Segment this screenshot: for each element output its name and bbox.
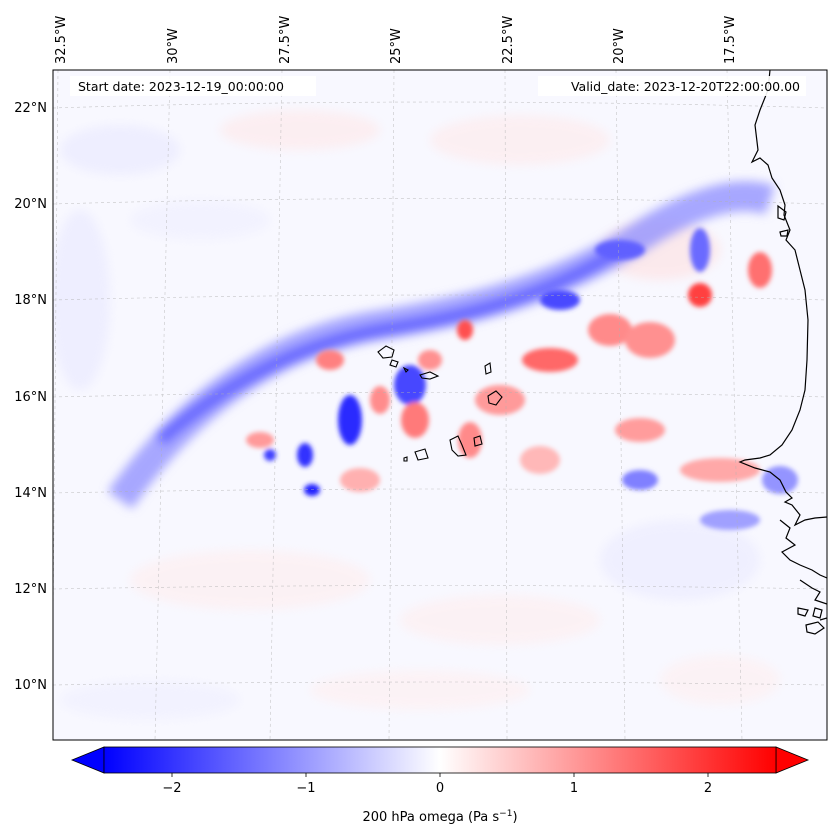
colorbar-label: 200 hPa omega (Pa s−1) bbox=[362, 809, 517, 825]
colorbar-extend-right bbox=[775, 746, 810, 774]
colorbar-tick-label: −1 bbox=[296, 781, 315, 796]
colorbar-extend-left bbox=[70, 746, 105, 774]
lon-label: 22.5°W bbox=[501, 16, 516, 64]
header-labels: Start date: 2023-12-19_00:00:00 Valid_da… bbox=[70, 76, 806, 96]
colorbar-gradient bbox=[103, 746, 777, 774]
lat-label: 14°N bbox=[14, 486, 47, 501]
lon-label: 32.5°W bbox=[54, 16, 69, 64]
omega-field bbox=[53, 70, 827, 740]
colorbar-tick-label: −2 bbox=[162, 781, 181, 796]
lon-label: 20°W bbox=[612, 28, 627, 64]
lon-label: 25°W bbox=[389, 28, 404, 64]
lat-label: 16°N bbox=[14, 390, 47, 405]
lat-label: 12°N bbox=[14, 582, 47, 597]
colorbar-label-exponent: −1 bbox=[499, 809, 512, 819]
lon-label: 17.5°W bbox=[723, 16, 738, 64]
latitude-labels: 22°N 20°N 18°N 16°N 14°N 12°N 10°N bbox=[14, 101, 47, 693]
lat-label: 10°N bbox=[14, 678, 47, 693]
colorbar-label-main: 200 hPa omega (Pa s bbox=[362, 810, 499, 825]
colorbar-label-close: ) bbox=[512, 810, 517, 825]
west-africa-coastline bbox=[738, 70, 827, 635]
colorbar: −2 −1 0 1 2 200 hPa omega (Pa s−1) bbox=[70, 746, 810, 825]
lat-label: 18°N bbox=[14, 293, 47, 308]
plot-frame bbox=[52, 69, 828, 741]
colorbar-tick-label: 0 bbox=[436, 781, 444, 796]
valid-date-label: Valid_date: 2023-12-20T22:00:00.00 bbox=[571, 79, 800, 94]
colorbar-tick-label: 1 bbox=[570, 781, 578, 796]
cabo-verde-islands bbox=[377, 345, 503, 462]
lon-label: 30°W bbox=[166, 28, 181, 64]
colorbar-tick-label: 2 bbox=[704, 781, 712, 796]
longitude-labels: 32.5°W 30°W 27.5°W 25°W 22.5°W 20°W 17.5… bbox=[54, 16, 738, 64]
colorbar-ticks bbox=[171, 773, 709, 777]
lon-label: 27.5°W bbox=[278, 16, 293, 64]
lat-label: 20°N bbox=[14, 197, 47, 212]
start-date-label: Start date: 2023-12-19_00:00:00 bbox=[78, 79, 284, 94]
graticule bbox=[53, 70, 827, 740]
lat-label: 22°N bbox=[14, 101, 47, 116]
